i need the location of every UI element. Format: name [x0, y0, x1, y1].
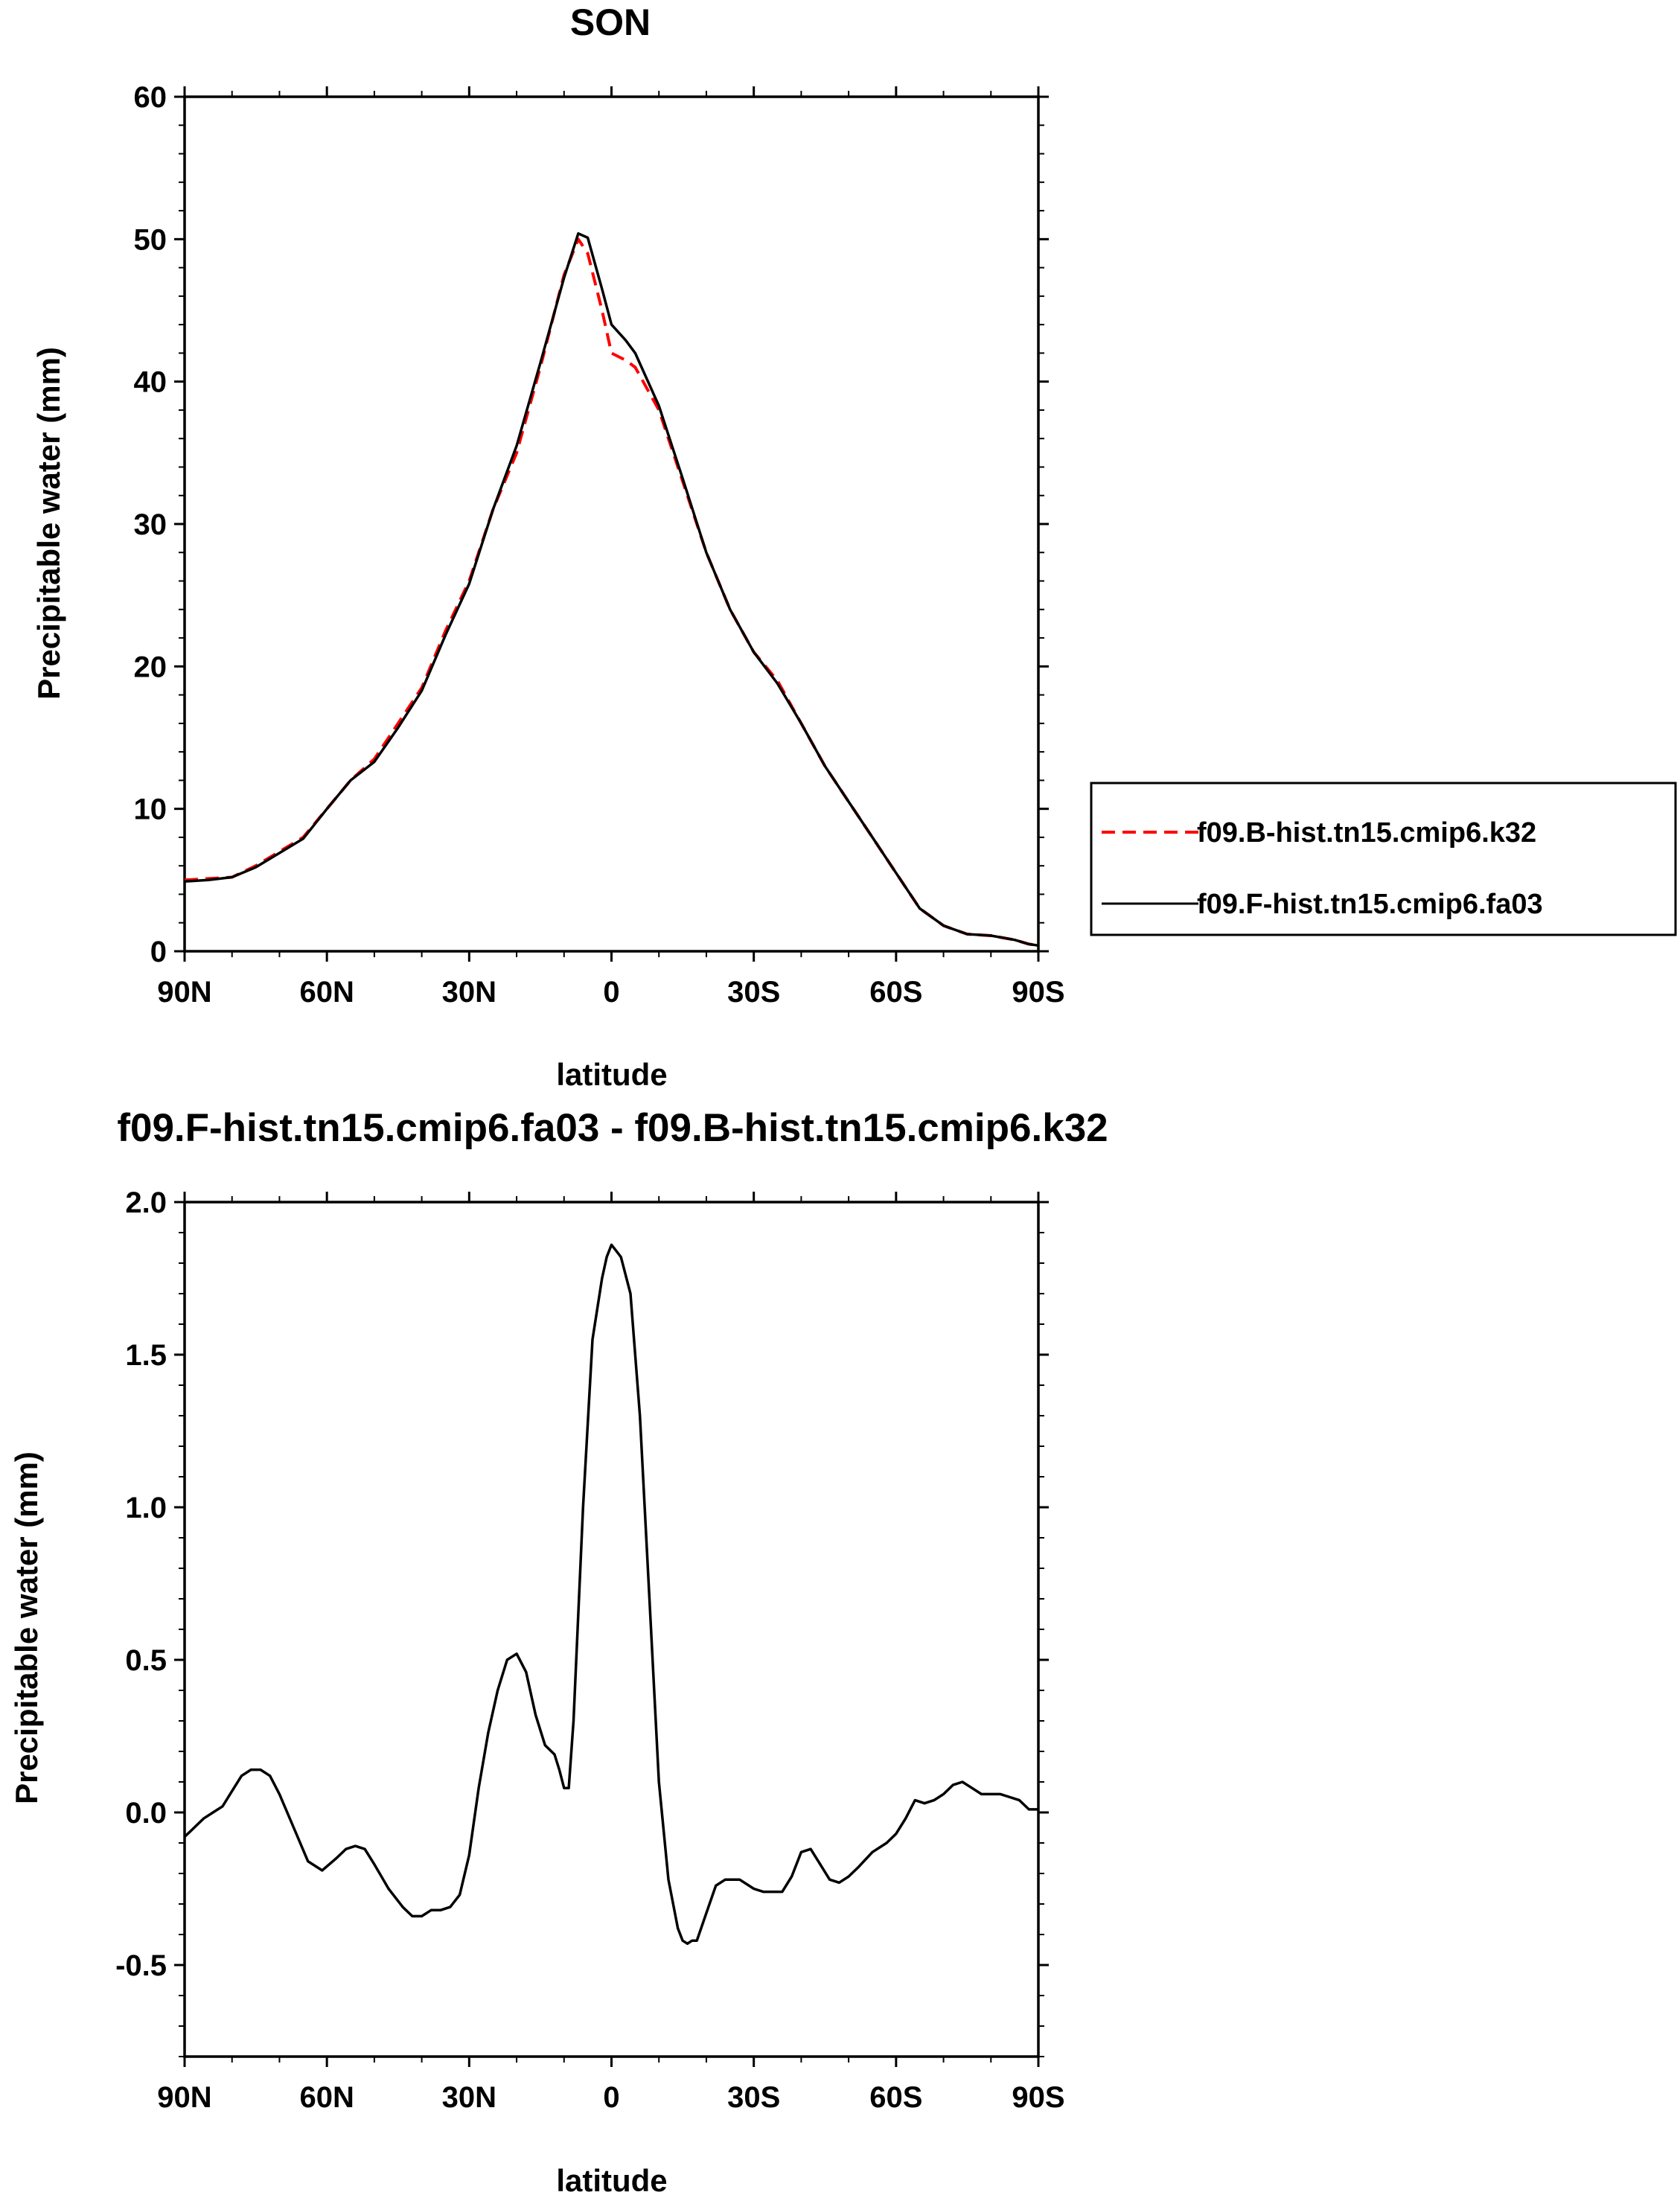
chart1-ytick-label: 10	[134, 793, 167, 826]
chart2-ytick-label: 1.0	[125, 1492, 167, 1524]
legend-box	[1090, 782, 1677, 936]
chart2-xtick-label: 30N	[442, 2081, 496, 2114]
chart1-series-line-2	[184, 231, 1039, 948]
chart1-xtick-label: 90S	[1012, 976, 1064, 1009]
chart1-xtick-label: 30N	[442, 976, 496, 1009]
chart2-x-axis: 90N 60N 30N 0 30S 60S 90S	[157, 1192, 1065, 2114]
legend-label-b-hist: f09.B-hist.tn15.cmip6.k32	[1197, 817, 1536, 849]
chart2-series-line-1	[183, 1243, 1038, 1946]
chart2-xtick-label: 30S	[727, 2081, 780, 2114]
chart1-xtick-label: 60N	[299, 976, 354, 1009]
chart1-xtick-label: 0	[603, 976, 619, 1009]
chart1-y-axis-title: Precipitable water (mm)	[31, 347, 66, 700]
chart2-ytick-label: 1.5	[125, 1339, 167, 1372]
chart2-ytick-label: 0.5	[125, 1644, 167, 1677]
chart1-xtick-label: 30S	[727, 976, 780, 1009]
chart1-ytick-label: 40	[134, 366, 167, 399]
chart1-ytick-label: 60	[134, 81, 167, 114]
chart2-ytick-label: 2.0	[125, 1186, 167, 1219]
chart1-series-line-1	[184, 237, 1039, 948]
chart2-ytick-label: 0.0	[125, 1797, 167, 1830]
chart2-xtick-label: 90S	[1012, 2081, 1064, 2114]
chart1-plot-frame	[183, 95, 1040, 953]
chart2-xtick-label: 90N	[157, 2081, 211, 2114]
chart1-ytick-label: 30	[134, 508, 167, 541]
legend-label-f-hist: f09.F-hist.tn15.cmip6.fa03	[1197, 889, 1543, 920]
chart2-xtick-label: 0	[603, 2081, 619, 2114]
chart1-x-axis: 90N 60N 30N 0 30S 60S 90S	[157, 86, 1065, 1009]
chart1-x-axis-title: latitude	[556, 1057, 667, 1092]
chart2-xtick-label: 60S	[869, 2081, 922, 2114]
chart1-xtick-label: 90N	[157, 976, 211, 1009]
chart2-y-axis: -0.5 0.0 0.5 1.0 1.5 2.0	[115, 1186, 1049, 2057]
chart1-ytick-label: 50	[134, 223, 167, 256]
chart2-xtick-label: 60N	[299, 2081, 354, 2114]
chart2-title: f09.F-hist.tn15.cmip6.fa03 - f09.B-hist.…	[117, 1106, 1108, 1150]
chart2-series	[183, 1243, 1038, 1946]
chart1-title: SON	[570, 1, 651, 43]
chart1-ytick-label: 20	[134, 651, 167, 683]
chart2-ytick-label: -0.5	[115, 1949, 167, 1982]
chart2-y-axis-title: Precipitable water (mm)	[9, 1451, 44, 1804]
chart1-series	[184, 231, 1039, 948]
chart1-xtick-label: 60S	[869, 976, 922, 1009]
chart2-x-axis-title: latitude	[556, 2163, 667, 2198]
chart1-ytick-label: 0	[150, 936, 167, 968]
chart2-plot-frame	[183, 1201, 1040, 2058]
chart1-y-axis: 0 10 20 30 40 50 60	[134, 81, 1049, 968]
